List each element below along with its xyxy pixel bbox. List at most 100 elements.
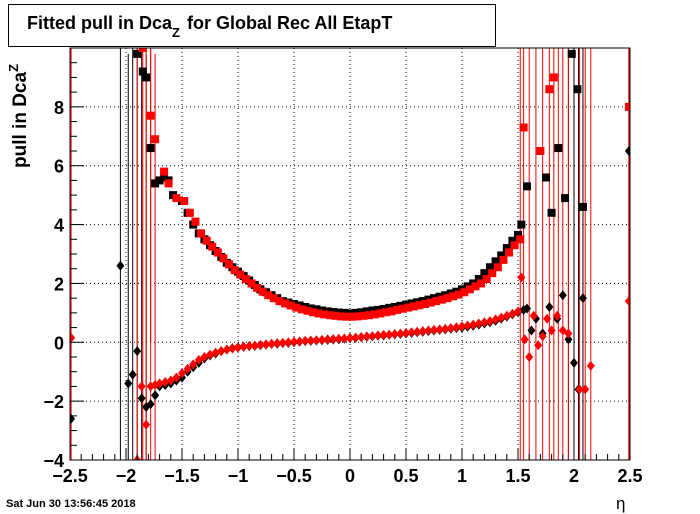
data-point-diamond	[581, 384, 590, 395]
x-tick-label: 0	[345, 466, 355, 486]
data-point-diamond	[413, 326, 422, 337]
data-point-diamond	[351, 332, 360, 343]
data-point-diamond	[256, 339, 265, 350]
data-point-square	[202, 236, 211, 245]
data-point-diamond	[545, 301, 554, 312]
data-point-diamond	[514, 306, 522, 317]
data-point-square	[393, 305, 402, 314]
data-point-square	[508, 236, 517, 245]
data-point-square	[138, 48, 147, 52]
data-point-square	[241, 275, 250, 284]
data-point-square	[230, 266, 239, 275]
data-point-square	[191, 217, 200, 226]
data-point-square	[320, 310, 329, 319]
data-point-square	[449, 292, 458, 301]
data-point-diamond	[284, 337, 293, 348]
data-point-diamond	[538, 331, 547, 342]
data-point-diamond	[564, 334, 573, 345]
data-point-square	[545, 85, 554, 94]
x-tick-label: 1.5	[505, 466, 530, 486]
data-point-diamond	[441, 323, 450, 334]
y-axis-label-main: pull in Dca	[10, 71, 31, 168]
data-point-square	[133, 49, 142, 58]
data-point-diamond	[334, 333, 343, 344]
data-point-square	[314, 309, 323, 318]
data-point-square	[337, 312, 346, 321]
data-point-diamond	[522, 303, 531, 314]
data-point-square	[151, 179, 160, 188]
data-point-diamond	[278, 337, 287, 348]
data-point-square	[573, 85, 582, 94]
data-point-diamond	[267, 338, 276, 349]
data-point-square	[180, 197, 189, 206]
data-point-square	[482, 275, 491, 284]
x-tick-label: −1	[228, 466, 249, 486]
data-point-diamond	[418, 326, 427, 337]
data-point-square	[491, 257, 500, 266]
data-point-diamond	[357, 331, 366, 342]
data-point-square	[432, 297, 441, 306]
data-point-square	[519, 123, 528, 132]
title-main: Fitted pull in Dca	[27, 13, 173, 33]
data-point-diamond	[486, 316, 494, 327]
data-point-diamond	[430, 324, 438, 335]
data-point-square	[247, 279, 256, 288]
data-point-diamond	[116, 260, 125, 271]
data-point-diamond	[491, 314, 500, 325]
y-tick-label: 0	[54, 333, 64, 353]
data-point-diamond	[469, 319, 478, 330]
data-point-diamond	[452, 322, 461, 333]
data-point-square	[398, 304, 407, 313]
y-tick-label: −2	[43, 392, 64, 412]
data-point-square	[547, 208, 556, 217]
data-point-diamond	[211, 347, 220, 358]
data-point-diamond	[133, 346, 142, 357]
data-point-diamond	[374, 330, 382, 341]
data-point-square	[516, 235, 525, 244]
data-point-diamond	[362, 331, 371, 342]
data-point-diamond	[239, 341, 248, 352]
data-point-diamond	[146, 399, 155, 410]
data-point-square	[155, 176, 164, 185]
data-point-square	[213, 248, 222, 257]
data-point-square	[415, 301, 424, 310]
data-point-diamond	[161, 377, 170, 388]
data-point-diamond	[480, 317, 489, 328]
data-point-square	[510, 241, 519, 250]
data-point-square	[624, 102, 630, 111]
data-point-square	[381, 308, 390, 317]
x-tick-label: −1.5	[164, 466, 200, 486]
data-point-square	[505, 248, 514, 257]
title-rest: for Global Rec All EtapT	[181, 13, 393, 33]
data-point-square	[146, 111, 155, 120]
data-point-diamond	[368, 331, 377, 342]
data-point-square	[253, 283, 262, 292]
data-point-diamond	[390, 329, 399, 340]
x-tick-label: −2.5	[52, 466, 88, 486]
data-point-square	[309, 308, 318, 317]
data-point-diamond	[245, 341, 254, 352]
data-point-square	[286, 301, 295, 310]
x-tick-label: −0.5	[276, 466, 312, 486]
data-point-diamond	[553, 310, 562, 321]
data-point-diamond	[312, 335, 321, 346]
data-point-square	[160, 167, 169, 176]
title-subscript: Z	[172, 25, 180, 40]
data-point-square	[517, 220, 526, 229]
data-point-diamond	[517, 272, 526, 283]
data-point-diamond	[340, 333, 349, 344]
data-point-square	[151, 135, 160, 144]
data-point-diamond	[520, 334, 529, 345]
data-point-square	[160, 173, 169, 182]
data-point-square	[493, 263, 502, 272]
data-point-square	[376, 309, 385, 318]
data-point-square	[404, 303, 413, 312]
data-point-diamond	[124, 378, 133, 389]
data-point-diamond	[155, 378, 164, 389]
data-point-diamond	[564, 328, 573, 339]
data-point-diamond	[70, 413, 76, 424]
data-point-square	[426, 298, 435, 307]
data-point-diamond	[474, 318, 483, 329]
x-tick-label: 2	[569, 466, 579, 486]
